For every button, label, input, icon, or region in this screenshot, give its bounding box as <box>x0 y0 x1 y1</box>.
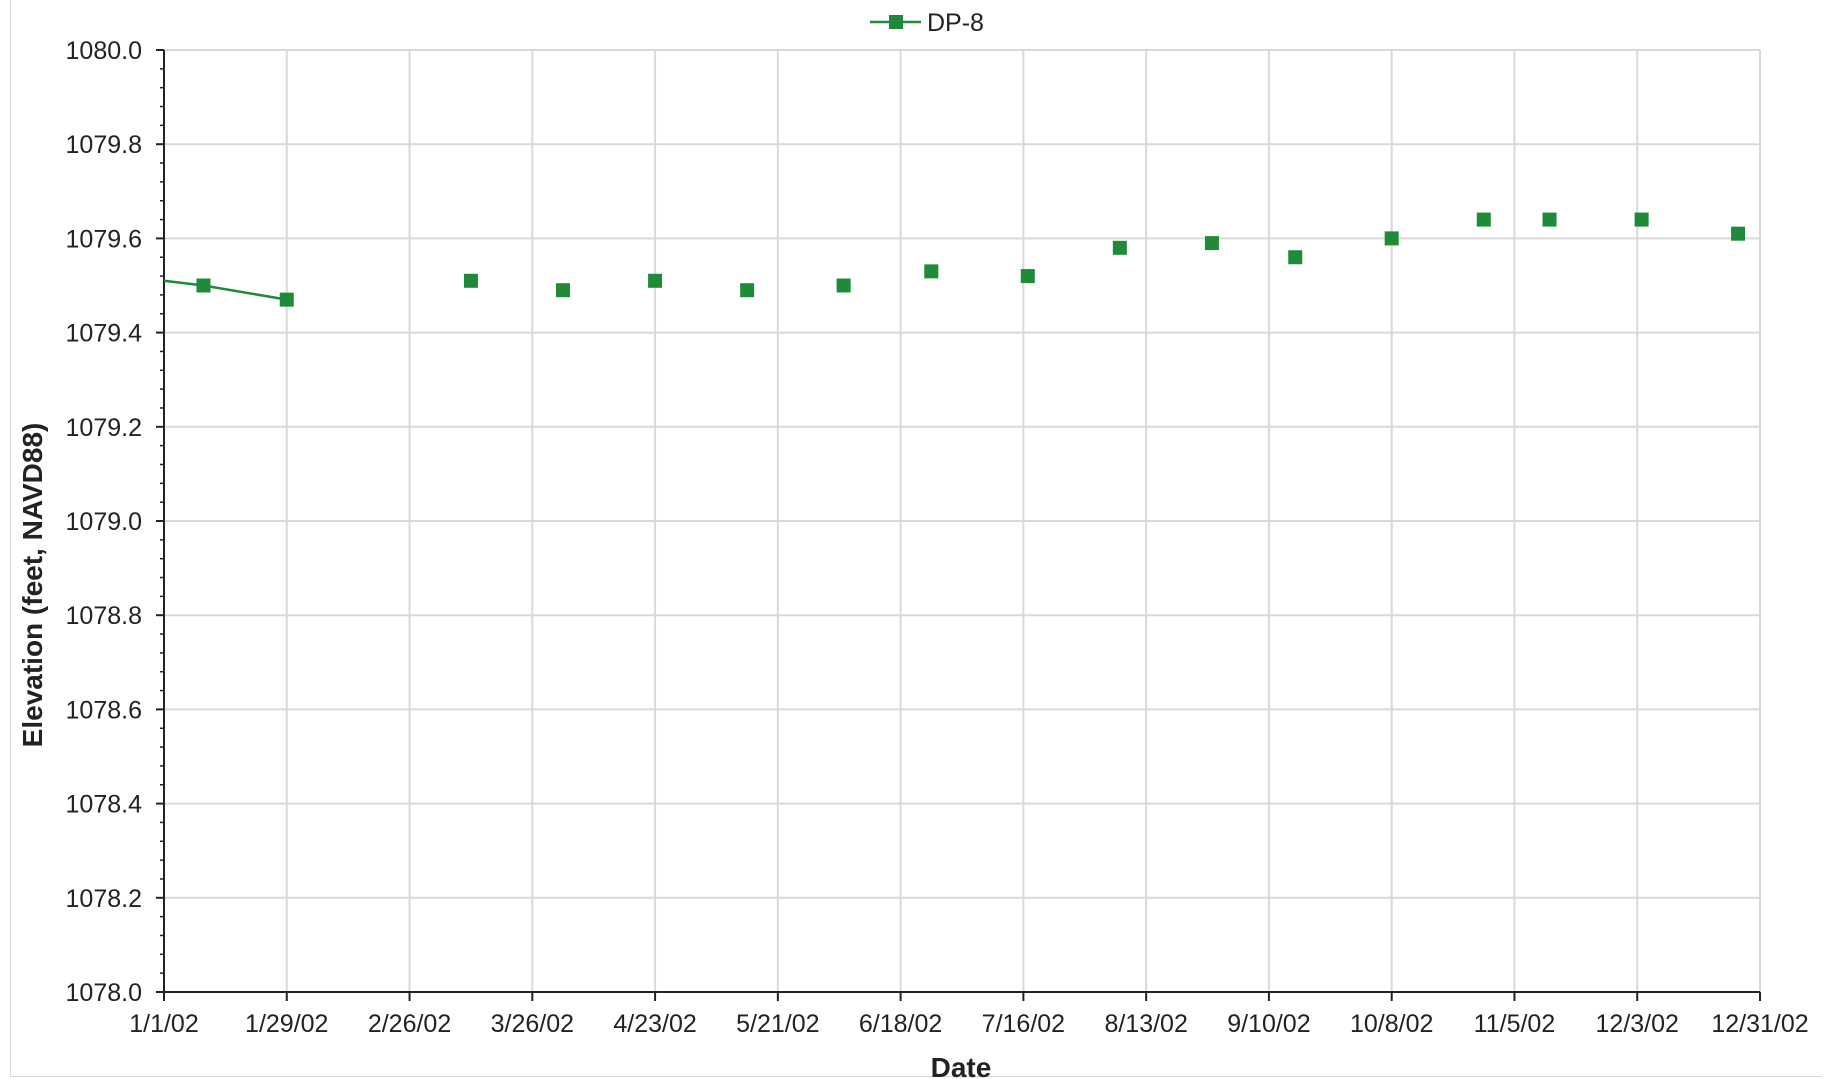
x-tick-label: 1/29/02 <box>245 1010 328 1038</box>
data-point <box>1288 250 1303 265</box>
data-point <box>279 292 294 307</box>
x-tick-label: 9/10/02 <box>1227 1010 1310 1038</box>
x-axis-title: Date <box>931 1052 992 1079</box>
x-tick-label: 8/13/02 <box>1104 1010 1187 1038</box>
y-tick-label: 1079.8 <box>66 131 142 159</box>
x-tick-label: 1/1/02 <box>129 1010 199 1038</box>
data-point <box>1384 231 1399 246</box>
x-tick-label: 10/8/02 <box>1350 1010 1433 1038</box>
x-tick-label: 2/26/02 <box>368 1010 451 1038</box>
y-tick-label: 1079.4 <box>66 320 143 348</box>
x-tick-label: 5/21/02 <box>736 1010 819 1038</box>
y-tick-label: 1079.0 <box>66 508 142 536</box>
data-point <box>196 278 211 293</box>
data-point <box>1112 240 1127 255</box>
x-tick-label: 7/16/02 <box>982 1010 1065 1038</box>
y-tick-label: 1078.0 <box>66 979 142 1007</box>
y-tick-label: 1078.6 <box>66 696 142 724</box>
y-tick-label: 1078.2 <box>66 885 142 913</box>
data-point <box>1476 212 1491 227</box>
chart-frame <box>10 0 1822 1077</box>
x-tick-label: 12/3/02 <box>1596 1010 1679 1038</box>
data-point <box>1542 212 1557 227</box>
data-point <box>1020 269 1035 284</box>
data-point <box>1634 212 1649 227</box>
y-tick-label: 1078.4 <box>66 791 143 819</box>
y-tick-label: 1080.0 <box>66 37 142 65</box>
series-dp-8 <box>163 212 1746 307</box>
y-tick-label: 1079.6 <box>66 225 142 253</box>
y-tick-label: 1078.8 <box>66 602 142 630</box>
axes: 1078.0 1078.2 1078.4 1078.6 1078.8 1079.0 1079… <box>66 37 1809 1038</box>
data-point <box>924 264 939 279</box>
x-tick-label: 6/18/02 <box>859 1010 942 1038</box>
grid <box>164 49 1761 992</box>
data-point <box>463 273 478 288</box>
data-point <box>648 273 663 288</box>
legend-label: DP-8 <box>927 9 984 37</box>
y-axis-title: Elevation (feet, NAVD88) <box>17 423 48 748</box>
x-tick-label: 4/23/02 <box>613 1010 696 1038</box>
data-point <box>1731 226 1746 241</box>
data-point <box>1204 236 1219 251</box>
data-point <box>740 283 755 298</box>
x-tick-label: 3/26/02 <box>491 1010 574 1038</box>
legend: DP-8 <box>870 9 984 37</box>
data-point <box>556 283 570 298</box>
data-point <box>836 278 851 293</box>
legend-marker <box>889 15 903 29</box>
x-tick-label: 11/5/02 <box>1474 1010 1556 1038</box>
series-line <box>163 279 288 301</box>
x-tick-label: 12/31/02 <box>1711 1010 1808 1038</box>
y-tick-label: 1079.2 <box>66 414 142 442</box>
